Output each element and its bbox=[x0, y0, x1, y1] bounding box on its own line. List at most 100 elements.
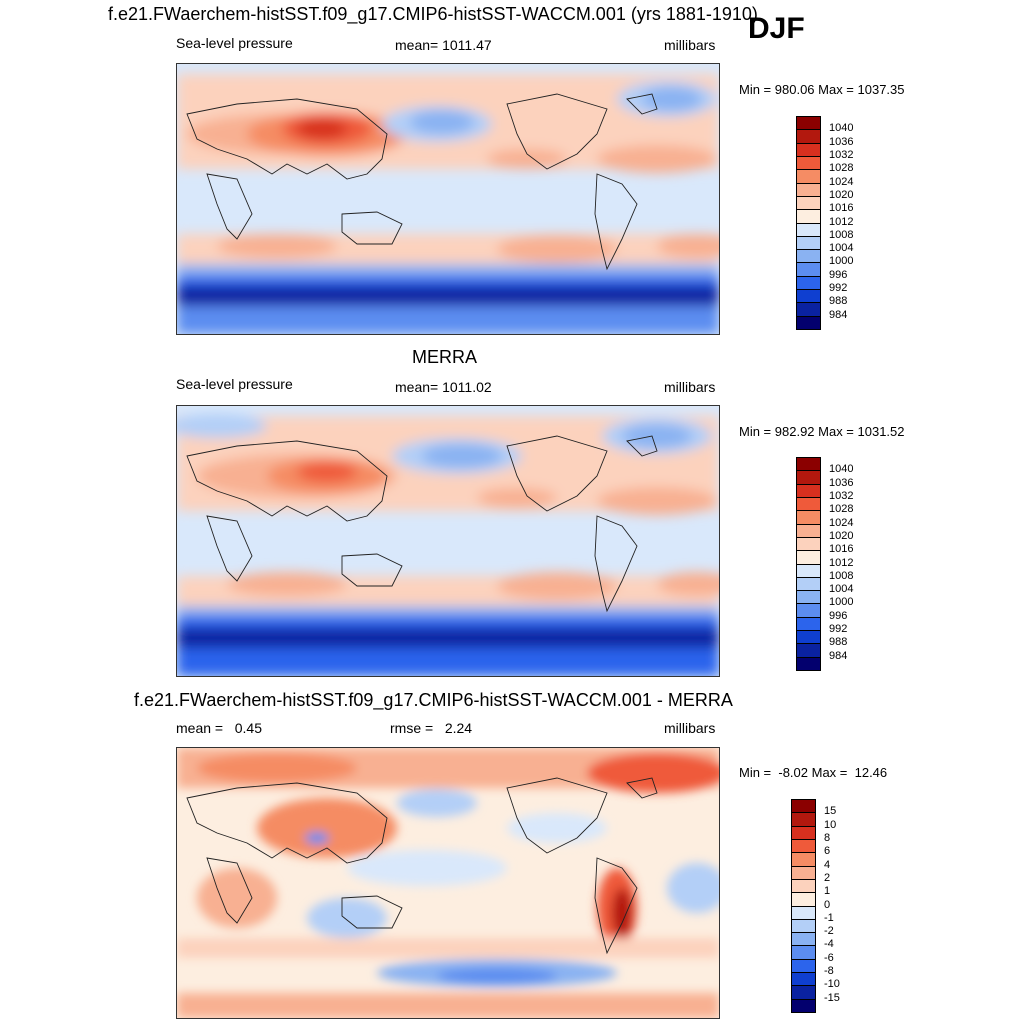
panel-1-colorbar-tick-label: 1008 bbox=[829, 228, 854, 241]
panel-1-colorbar-swatch bbox=[796, 262, 821, 277]
panel-3-rmse-label: rmse = 2.24 bbox=[390, 720, 473, 736]
panel-1-colorbar-swatch bbox=[796, 129, 821, 144]
panel-1-map-svg bbox=[177, 64, 719, 334]
panel-2-colorbar-swatch bbox=[796, 483, 821, 498]
panel-1-colorbar-swatch bbox=[796, 195, 821, 211]
panel-2-mean-label: mean= 1011.02 bbox=[395, 379, 492, 395]
panel-1-colorbar-swatch bbox=[796, 222, 821, 237]
panel-1-colorbar-tick-label: 996 bbox=[829, 268, 848, 281]
panel-1-colorbar-tick-label: 1032 bbox=[829, 148, 854, 161]
panel-2-colorbar-swatch bbox=[796, 590, 821, 605]
panel-3-colorbar-swatch bbox=[791, 958, 816, 974]
panel-1-colorbar-tick-label: 992 bbox=[829, 282, 848, 295]
panel-3-colorbar: 15 10 8 6 4 2 1 0 -1 -2 -4 -6 -8 -10 -15 bbox=[791, 799, 840, 1013]
panel-1-title: f.e21.FWaerchem-histSST.f09_g17.CMIP6-hi… bbox=[108, 4, 758, 24]
panel-2-map-svg bbox=[177, 406, 719, 676]
panel-2-variable-label: Sea-level pressure bbox=[176, 376, 293, 392]
panel-1-minmax: Min = 980.06 Max = 1037.35 bbox=[739, 82, 905, 97]
panel-3-units-label: millibars bbox=[664, 720, 716, 736]
panel-2-colorbar-tick-label: 996 bbox=[829, 609, 848, 622]
panel-3-map-svg bbox=[177, 748, 719, 1018]
panel-2-colorbar-swatch bbox=[796, 470, 821, 485]
panel-2-colorbar-tick-label: 1032 bbox=[829, 489, 854, 502]
panel-1-colorbar-swatch bbox=[796, 315, 821, 330]
panel-3-colorbar-swatch bbox=[791, 892, 816, 907]
panel-3-colorbar-tick-label: -1 bbox=[824, 911, 834, 924]
panel-2-colorbar-swatch bbox=[796, 563, 821, 578]
panel-1-colorbar-swatch bbox=[796, 289, 821, 304]
panel-1-mean-label: mean= 1011.47 bbox=[395, 37, 492, 53]
panel-3-minmax: Min = -8.02 Max = 12.46 bbox=[739, 765, 888, 780]
panel-1-colorbar-tick-label: 1028 bbox=[829, 162, 854, 175]
panel-1-colorbar-swatch bbox=[796, 116, 821, 131]
panel-3-colorbar-swatch bbox=[791, 852, 816, 867]
panel-3-colorbar-tick-label: 15 bbox=[824, 805, 837, 818]
panel-1-colorbar-tick-label: 1024 bbox=[829, 175, 854, 188]
panel-3-mean-label: mean = 0.45 bbox=[176, 720, 263, 736]
panel-1-colorbar-swatch bbox=[796, 169, 821, 184]
panel-1-colorbar-swatch bbox=[796, 155, 821, 171]
panel-1-colorbar-swatch bbox=[796, 235, 821, 251]
panel-2-map bbox=[176, 405, 720, 677]
panel-2-colorbar: 1040 1036 1032 1028 1024 1020 1016 1012 1008 1004… bbox=[796, 457, 853, 671]
panel-3-colorbar-tick-label: 4 bbox=[824, 858, 831, 871]
panel-2-colorbar-tick-label: 1004 bbox=[829, 583, 854, 596]
panel-2-colorbar-swatch bbox=[796, 643, 821, 658]
panel-3-colorbar-tick-label: -4 bbox=[824, 938, 834, 951]
panel-2-colorbar-swatch bbox=[796, 656, 821, 671]
panel-2-colorbar-tick-label: 1036 bbox=[829, 476, 854, 489]
panel-3-colorbar-tick-label: -8 bbox=[824, 965, 834, 978]
panel-3-map bbox=[176, 747, 720, 1019]
panel-2-colorbar-swatch bbox=[796, 523, 821, 538]
panel-3-colorbar-swatch bbox=[791, 932, 816, 947]
panel-3-colorbar-tick-label: 10 bbox=[824, 818, 837, 831]
panel-3-colorbar-swatch bbox=[791, 972, 816, 987]
panel-2-colorbar-swatch bbox=[796, 496, 821, 512]
panel-2-colorbar-tick-label: 1040 bbox=[829, 463, 854, 476]
panel-1-colorbar-tick-label: 988 bbox=[829, 295, 848, 308]
panel-1-variable-label: Sea-level pressure bbox=[176, 35, 293, 51]
panel-2-colorbar-swatch bbox=[796, 536, 821, 552]
panel-1-colorbar-tick-label: 1020 bbox=[829, 188, 854, 201]
panel-3-colorbar-tick-label: 2 bbox=[824, 871, 831, 884]
panel-1-colorbar-tick-label: 1012 bbox=[829, 215, 854, 228]
panel-2-colorbar-swatch bbox=[796, 630, 821, 645]
panel-3-colorbar-tick-label: -15 bbox=[824, 991, 840, 1004]
panel-3-colorbar-swatch bbox=[791, 905, 816, 920]
panel-3-colorbar-tick-label: 8 bbox=[824, 831, 831, 844]
panel-2-units-label: millibars bbox=[664, 379, 716, 395]
panel-1-units-label: millibars bbox=[664, 37, 716, 53]
panel-3-colorbar-swatch bbox=[791, 838, 816, 854]
panel-3-colorbar-swatch bbox=[791, 918, 816, 934]
panel-2-title: MERRA bbox=[412, 347, 478, 367]
panel-3-colorbar-swatch bbox=[791, 825, 816, 840]
panel-1-colorbar-swatch bbox=[796, 182, 821, 197]
panel-3-colorbar-swatch bbox=[791, 799, 816, 814]
panel-3-colorbar-swatch bbox=[791, 998, 816, 1013]
panel-2-colorbar-tick-label: 1028 bbox=[829, 503, 854, 516]
panel-2-colorbar-tick-label: 988 bbox=[829, 636, 848, 649]
panel-3-colorbar-tick-label: 1 bbox=[824, 885, 831, 898]
panel-2-colorbar-swatch bbox=[796, 510, 821, 525]
panel-1-colorbar-swatch bbox=[796, 249, 821, 264]
panel-1-colorbar-tick-label: 1036 bbox=[829, 135, 854, 148]
panel-2-colorbar-tick-label: 1024 bbox=[829, 516, 854, 529]
panel-3-colorbar-swatch bbox=[791, 878, 816, 894]
panel-2-colorbar-tick-label: 1016 bbox=[829, 543, 854, 556]
panel-3-colorbar-tick-label: 6 bbox=[824, 845, 831, 858]
panel-3-colorbar-swatch bbox=[791, 985, 816, 1000]
panel-2-colorbar-swatch bbox=[796, 616, 821, 632]
panel-3-colorbar-tick-label: 0 bbox=[824, 898, 831, 911]
panel-1-map bbox=[176, 63, 720, 335]
panel-2-colorbar-tick-label: 1020 bbox=[829, 529, 854, 542]
panel-2-colorbar-swatch bbox=[796, 603, 821, 618]
panel-2-colorbar-swatch bbox=[796, 550, 821, 565]
panel-2-colorbar-tick-label: 992 bbox=[829, 623, 848, 636]
panel-2-colorbar-tick-label: 1000 bbox=[829, 596, 854, 609]
panel-2-minmax: Min = 982.92 Max = 1031.52 bbox=[739, 424, 905, 439]
panel-1-colorbar-tick-label: 1000 bbox=[829, 255, 854, 268]
panel-3-colorbar-swatch bbox=[791, 865, 816, 880]
panel-1-colorbar-swatch bbox=[796, 209, 821, 224]
panel-3-colorbar-swatch bbox=[791, 812, 816, 827]
panel-2-colorbar-tick-label: 984 bbox=[829, 649, 848, 662]
